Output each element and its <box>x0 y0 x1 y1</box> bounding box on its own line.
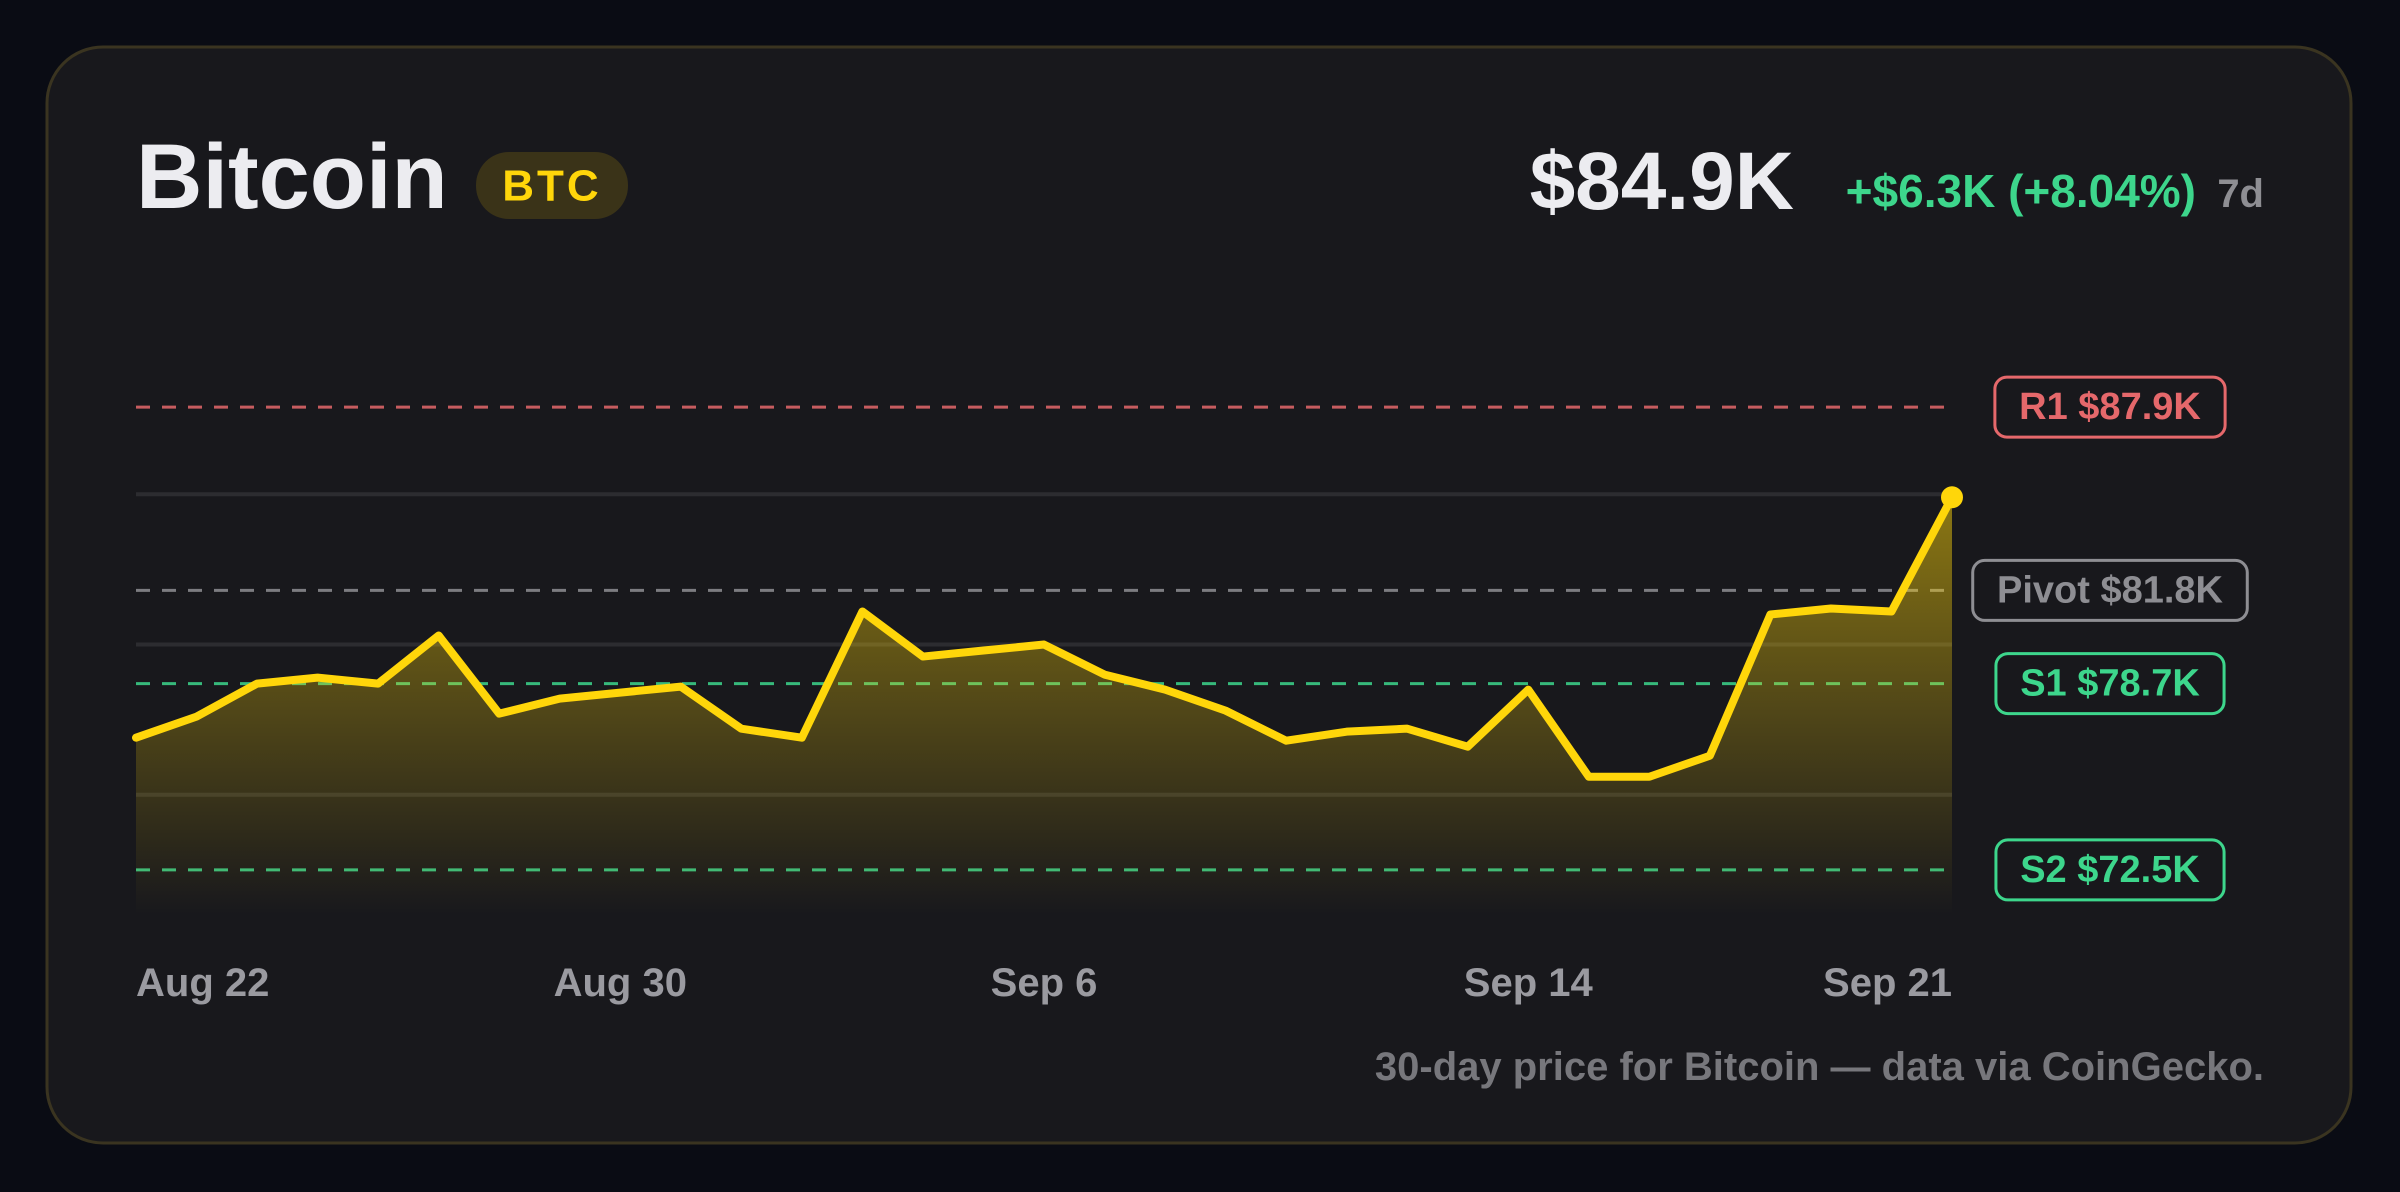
last-point <box>1941 486 1963 509</box>
ticker: BTC <box>502 162 601 211</box>
title: Bitcoin <box>136 126 448 228</box>
ticker-pill <box>476 152 628 219</box>
level-tag-box <box>1994 652 2226 716</box>
change: +$6.3K (+8.04%) <box>1846 165 2196 217</box>
caption: 30-day price for Bitcoin — data via Coin… <box>1375 1045 2264 1089</box>
level-name: R1 <box>2019 386 2068 428</box>
level-value: $78.7K <box>2077 663 2200 705</box>
level-tag: Pivot $81.8K <box>1971 558 2249 622</box>
level-tag-box <box>1971 558 2249 622</box>
level-value: $87.9K <box>2078 386 2201 428</box>
price: $84.9K <box>1530 136 1794 227</box>
level-name: Pivot <box>1997 569 2090 611</box>
level-tag-box <box>1993 375 2227 439</box>
x-tick-label: Sep 21 <box>1823 961 1952 1005</box>
x-tick-label: Aug 30 <box>554 961 687 1005</box>
level-name: S1 <box>2020 663 2066 705</box>
level-value: $72.5K <box>2077 849 2200 891</box>
level-tag-label: R1 $87.9K <box>2019 386 2201 428</box>
level-tag: R1 $87.9K <box>1993 375 2227 439</box>
level-tag: S2 $72.5K <box>1994 838 2226 902</box>
area <box>136 497 1952 915</box>
x-tick-label: Sep 14 <box>1464 961 1594 1005</box>
level-name: S2 <box>2020 849 2066 891</box>
level-tag-label: S2 $72.5K <box>2020 849 2200 891</box>
level-tag-label: Pivot $81.8K <box>1997 569 2224 611</box>
x-tick-label: Sep 6 <box>991 961 1098 1005</box>
level-tag: S1 $78.7K <box>1994 652 2226 716</box>
period: 7d <box>2217 172 2264 216</box>
x-tick-label: Aug 22 <box>136 961 269 1005</box>
price-line <box>132 493 1956 781</box>
level-value: $81.8K <box>2100 569 2223 611</box>
level-tag-box <box>1994 838 2226 902</box>
level-tag-label: S1 $78.7K <box>2020 663 2200 705</box>
